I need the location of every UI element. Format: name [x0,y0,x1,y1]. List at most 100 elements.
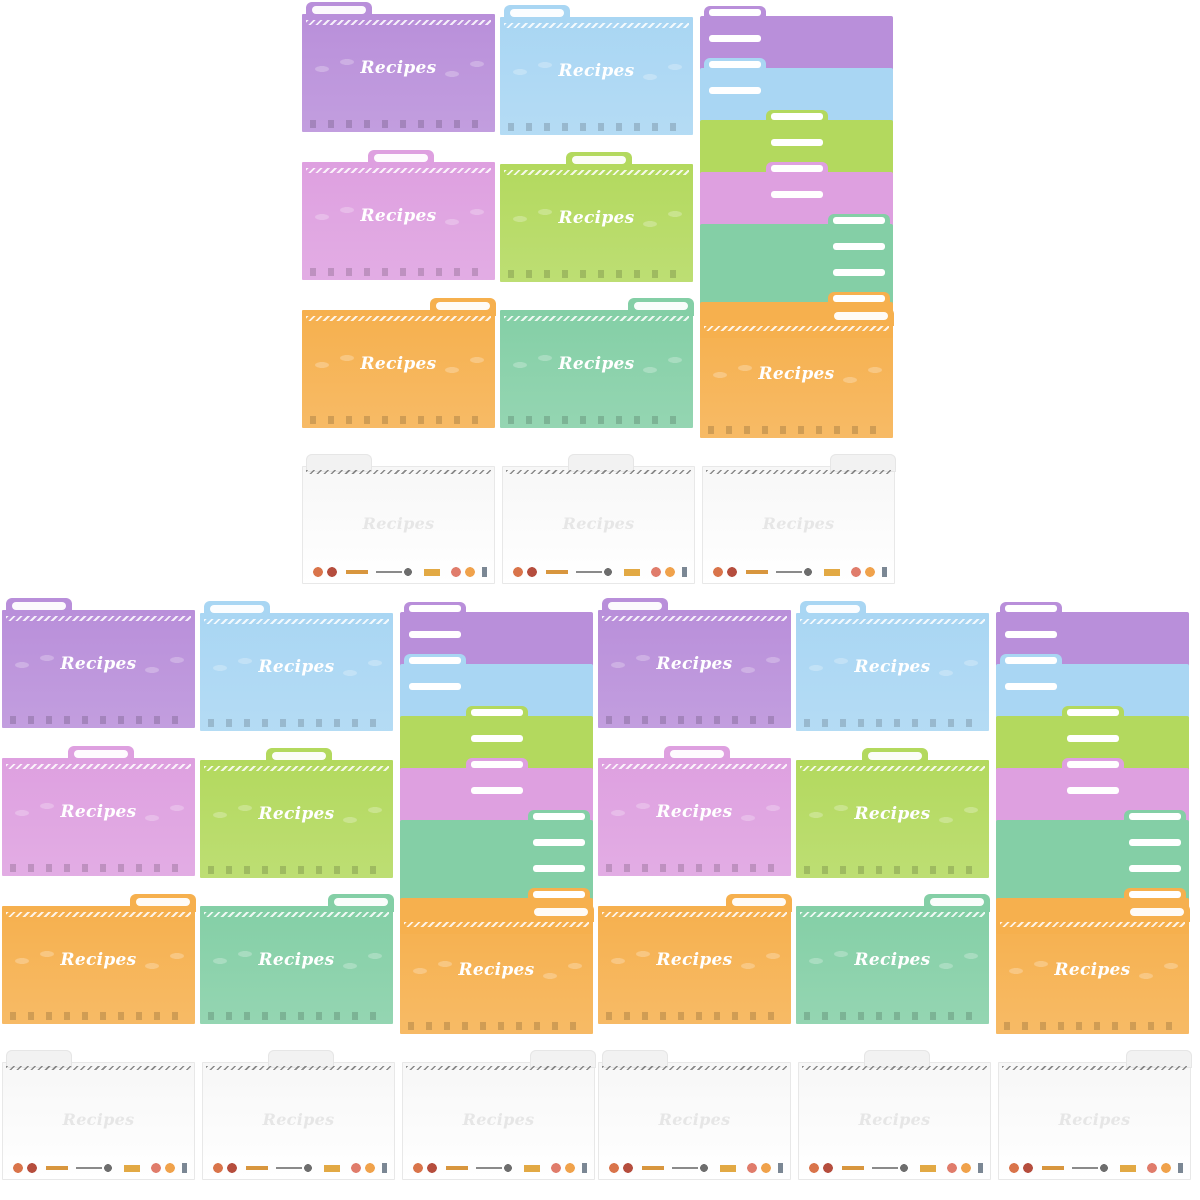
folder-tab [404,654,466,668]
leaf-pattern [400,954,593,988]
folder-tab [204,601,270,619]
label-slot [409,657,461,664]
white-recipe-card: Recipes [998,1050,1192,1180]
label-slot [1129,865,1181,872]
folder-tab [306,2,372,20]
folder-tab [1124,888,1186,902]
folder-tab [1124,862,1186,876]
kitchen-icons-row [804,719,981,727]
folder-title: Recipes [360,206,437,226]
label-slot [709,61,761,68]
folder-tab [1124,810,1186,824]
label-slot [74,750,128,758]
folder-body [598,1062,791,1180]
folder-tab [528,836,590,850]
folder-body [2,1062,195,1180]
folder-body [200,906,393,1024]
folder-tab [1062,732,1124,746]
zigzag-border [6,764,191,769]
recipe-folder: Recipes [796,601,989,731]
folder-tab [1000,628,1062,642]
folder-tab [664,746,730,764]
leaf-pattern [200,798,393,832]
label-slot [510,9,564,17]
folder-tab [130,894,196,912]
zigzag-border [504,316,689,321]
folder-title: Recipes [258,950,335,970]
folder-tab [830,454,896,472]
label-slot [771,113,823,120]
recipe-folder: Recipes [2,598,195,728]
label-slot [608,602,662,610]
label-slot [771,191,823,198]
folder-tab [528,810,590,824]
zigzag-border [206,1066,391,1070]
folder-title: Recipes [762,514,835,533]
zigzag-border [506,470,691,474]
recipe-folder: Recipes [302,2,495,132]
folder-title: Recipes [258,804,335,824]
folder-body [702,466,895,584]
folder-title: Recipes [60,950,137,970]
label-slot [1005,657,1057,664]
folder-tab [6,598,72,616]
label-slot [868,752,922,760]
folder-body [302,310,495,428]
label-slot [732,898,786,906]
white-recipe-card: Recipes [402,1050,596,1180]
label-slot [771,139,823,146]
folder-title: Recipes [656,802,733,822]
folder-tab [566,152,632,170]
leaf-pattern [598,648,791,682]
folder-title: Recipes [558,208,635,228]
kitchen-icons-row [210,1162,387,1174]
folder-title: Recipes [258,657,335,677]
label-slot [670,750,724,758]
folder-tab [704,84,766,98]
folder-tab [528,904,594,922]
label-slot [1129,813,1181,820]
label-slot [1129,839,1181,846]
folder-body [500,310,693,428]
folder-title: Recipes [854,657,931,677]
leaf-pattern [302,348,495,382]
zigzag-border [306,316,491,321]
folder-tab [404,602,466,616]
folder-body [598,906,791,1024]
zigzag-border [602,764,787,769]
label-slot [709,87,761,94]
label-slot [1067,735,1119,742]
folder-body [302,162,495,280]
label-slot [834,312,888,320]
zigzag-border [802,1066,987,1070]
leaf-pattern [796,651,989,685]
white-recipe-card: Recipes [598,1050,791,1180]
folder-tab [628,298,694,316]
folder-tab [828,308,894,326]
zigzag-border [204,766,389,771]
folder-title: Recipes [462,1110,535,1129]
kitchen-icons-row [310,416,487,424]
kitchen-icons-row [310,120,487,128]
zigzag-border [6,912,191,917]
folder-title: Recipes [758,364,835,384]
leaf-pattern [302,200,495,234]
leaf-pattern [2,796,195,830]
folder-tab [466,784,528,798]
folder-tab [430,298,496,316]
zigzag-border [204,912,389,917]
folder-title: Recipes [360,354,437,374]
leaf-pattern [2,944,195,978]
folder-tab [528,862,590,876]
folder-tab [828,214,890,228]
label-slot [930,898,984,906]
kitchen-icons-row [606,1012,783,1020]
recipe-folder: Recipes [200,748,393,878]
label-slot [572,156,626,164]
leaf-pattern [500,55,693,89]
folder-body [700,320,893,438]
kitchen-icons-row [710,566,887,578]
kitchen-icons-row [708,426,885,434]
folder-tab [602,598,668,616]
kitchen-icons-row [208,719,385,727]
